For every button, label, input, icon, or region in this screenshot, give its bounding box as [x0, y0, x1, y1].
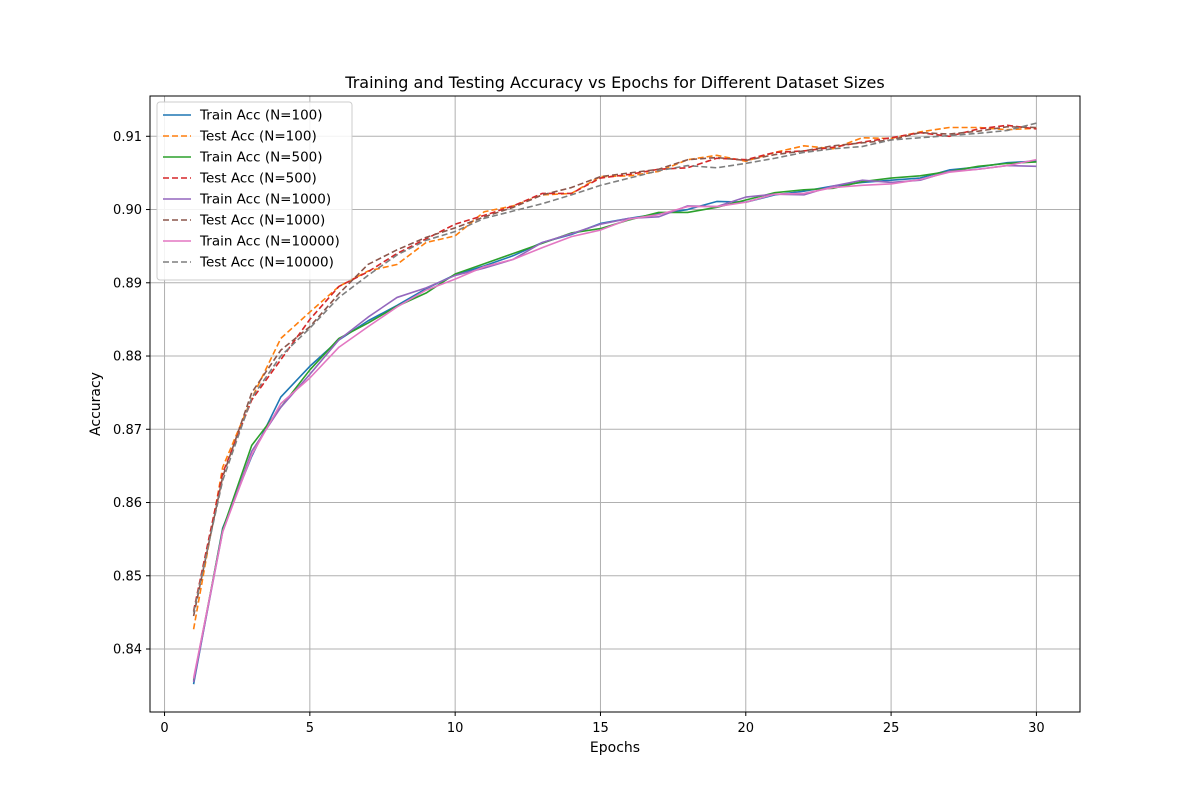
legend-label: Test Acc (N=100) [199, 129, 317, 145]
legend-label: Test Acc (N=500) [199, 171, 317, 187]
x-axis-label: Epochs [590, 740, 640, 756]
series-lines [192, 122, 1037, 685]
y-tick-label: 0.88 [113, 350, 142, 365]
x-tick-label: 30 [1028, 721, 1045, 736]
series-line-4 [192, 164, 1037, 683]
series-line-5 [192, 125, 1037, 617]
y-tick-label: 0.86 [113, 496, 142, 511]
legend-label: Train Acc (N=1000) [199, 192, 331, 208]
legend-label: Test Acc (N=10000) [199, 255, 334, 271]
chart-title: Training and Testing Accuracy vs Epochs … [344, 73, 884, 92]
legend-label: Train Acc (N=500) [199, 150, 323, 166]
x-tick-label: 15 [592, 721, 609, 736]
y-axis-label: Accuracy [88, 372, 104, 436]
y-axis-ticks: 0.84 0.85 0.86 0.87 0.88 0.89 0.90 0.91 [113, 130, 150, 658]
legend-label: Train Acc (N=10000) [199, 234, 340, 250]
y-tick-label: 0.89 [113, 276, 142, 291]
x-tick-label: 20 [738, 721, 755, 736]
legend: Train Acc (N=100) Test Acc (N=100) Train A… [156, 101, 353, 281]
x-tick-label: 0 [160, 721, 168, 736]
series-line-6 [192, 158, 1037, 679]
plot-frame [149, 95, 1081, 713]
x-tick-label: 5 [306, 721, 314, 736]
series-line-7 [192, 122, 1037, 613]
x-axis-ticks: 0 5 10 15 20 25 30 [160, 712, 1045, 736]
grid-lines [150, 96, 1080, 712]
plot-area [149, 95, 1081, 713]
x-tick-label: 10 [447, 721, 464, 736]
y-tick-label: 0.90 [113, 203, 142, 218]
legend-label: Train Acc (N=100) [199, 108, 323, 124]
legend-label: Test Acc (N=1000) [199, 213, 325, 229]
y-tick-label: 0.91 [113, 130, 142, 145]
x-tick-label: 25 [883, 721, 900, 736]
y-tick-label: 0.87 [113, 423, 142, 438]
legend-box [156, 101, 353, 281]
y-tick-label: 0.84 [113, 643, 142, 658]
y-tick-label: 0.85 [113, 569, 142, 584]
series-line-3 [192, 124, 1037, 612]
